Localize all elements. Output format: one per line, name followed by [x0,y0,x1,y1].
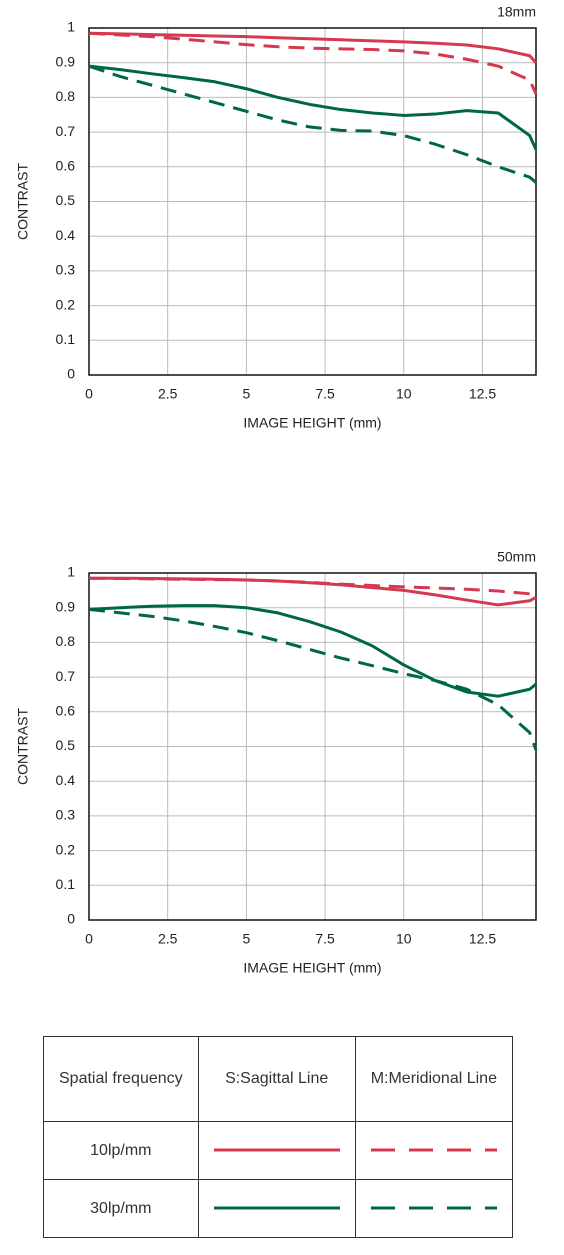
legend-cell [197,1121,356,1180]
y-tick-label: 0.7 [56,668,76,684]
series-line [88,64,538,151]
x-tick-label: 12.5 [469,386,496,402]
y-tick-label: 0.6 [56,703,76,719]
x-tick-label: 5 [242,931,250,947]
x-axis-label: IMAGE HEIGHT (mm) [243,415,381,431]
legend-cell [354,1179,514,1238]
x-tick-label: 5 [242,386,250,402]
x-tick-label: 0 [85,931,93,947]
legend-row-label: 10lp/mm [43,1121,199,1180]
y-tick-label: 0.3 [56,262,76,278]
y-tick-label: 0.1 [56,331,76,347]
legend-row: 10lp/mm [43,1121,514,1180]
series-line [88,576,537,599]
y-axis-label: CONTRAST [15,163,31,240]
y-axis-label: CONTRAST [15,708,31,785]
y-tick-label: 0.9 [56,598,76,614]
legend-table: Spatial frequency S:Sagittal Line M:Meri… [43,1036,514,1238]
y-tick-label: 0.6 [56,158,76,174]
x-tick-label: 0 [85,386,93,402]
y-tick-label: 0.9 [56,53,76,69]
legend-header: Spatial frequency [43,1036,199,1122]
y-tick-label: 1 [67,19,75,35]
series-line [88,64,537,184]
series-line [88,31,538,64]
series-line [89,576,537,607]
y-tick-label: 0.7 [56,123,76,139]
legend-header: M:Meridional Line [354,1036,514,1122]
y-tick-label: 0.8 [56,633,76,649]
x-axis-label: IMAGE HEIGHT (mm) [243,960,381,976]
x-tick-label: 12.5 [469,931,496,947]
y-tick-label: 0.8 [56,88,76,104]
y-tick-label: 1 [67,564,75,580]
series-line [88,31,538,95]
chart-title: 18mm [497,4,536,20]
x-tick-label: 7.5 [315,386,335,402]
y-tick-label: 0.1 [56,876,76,892]
legend-header-row: Spatial frequency S:Sagittal Line M:Meri… [43,1036,514,1122]
x-tick-label: 10 [396,931,412,947]
legend-sample [213,1206,340,1209]
x-tick-label: 7.5 [315,931,335,947]
y-tick-label: 0.2 [56,296,76,312]
chart-title: 50mm [497,549,536,565]
legend-header: S:Sagittal Line [197,1036,356,1122]
legend-cell [354,1121,514,1180]
legend-row-label: 30lp/mm [43,1179,199,1238]
x-tick-label: 10 [396,386,412,402]
legend-sample [213,1148,340,1151]
y-tick-label: 0.4 [56,772,76,788]
y-tick-label: 0.3 [56,807,76,823]
legend-cell [197,1179,356,1238]
legend-row: 30lp/mm [43,1179,514,1238]
y-tick-label: 0.5 [56,737,76,753]
x-tick-label: 2.5 [158,931,178,947]
y-tick-label: 0 [67,366,75,382]
series-line [88,607,538,751]
y-tick-label: 0.5 [56,192,76,208]
legend-sample [370,1148,497,1151]
y-tick-label: 0.2 [56,841,76,857]
series-line [88,604,537,698]
y-tick-label: 0.4 [56,227,76,243]
x-tick-label: 2.5 [158,386,178,402]
legend-sample [370,1206,497,1209]
y-tick-label: 0 [67,911,75,927]
plot-frame [88,27,537,376]
